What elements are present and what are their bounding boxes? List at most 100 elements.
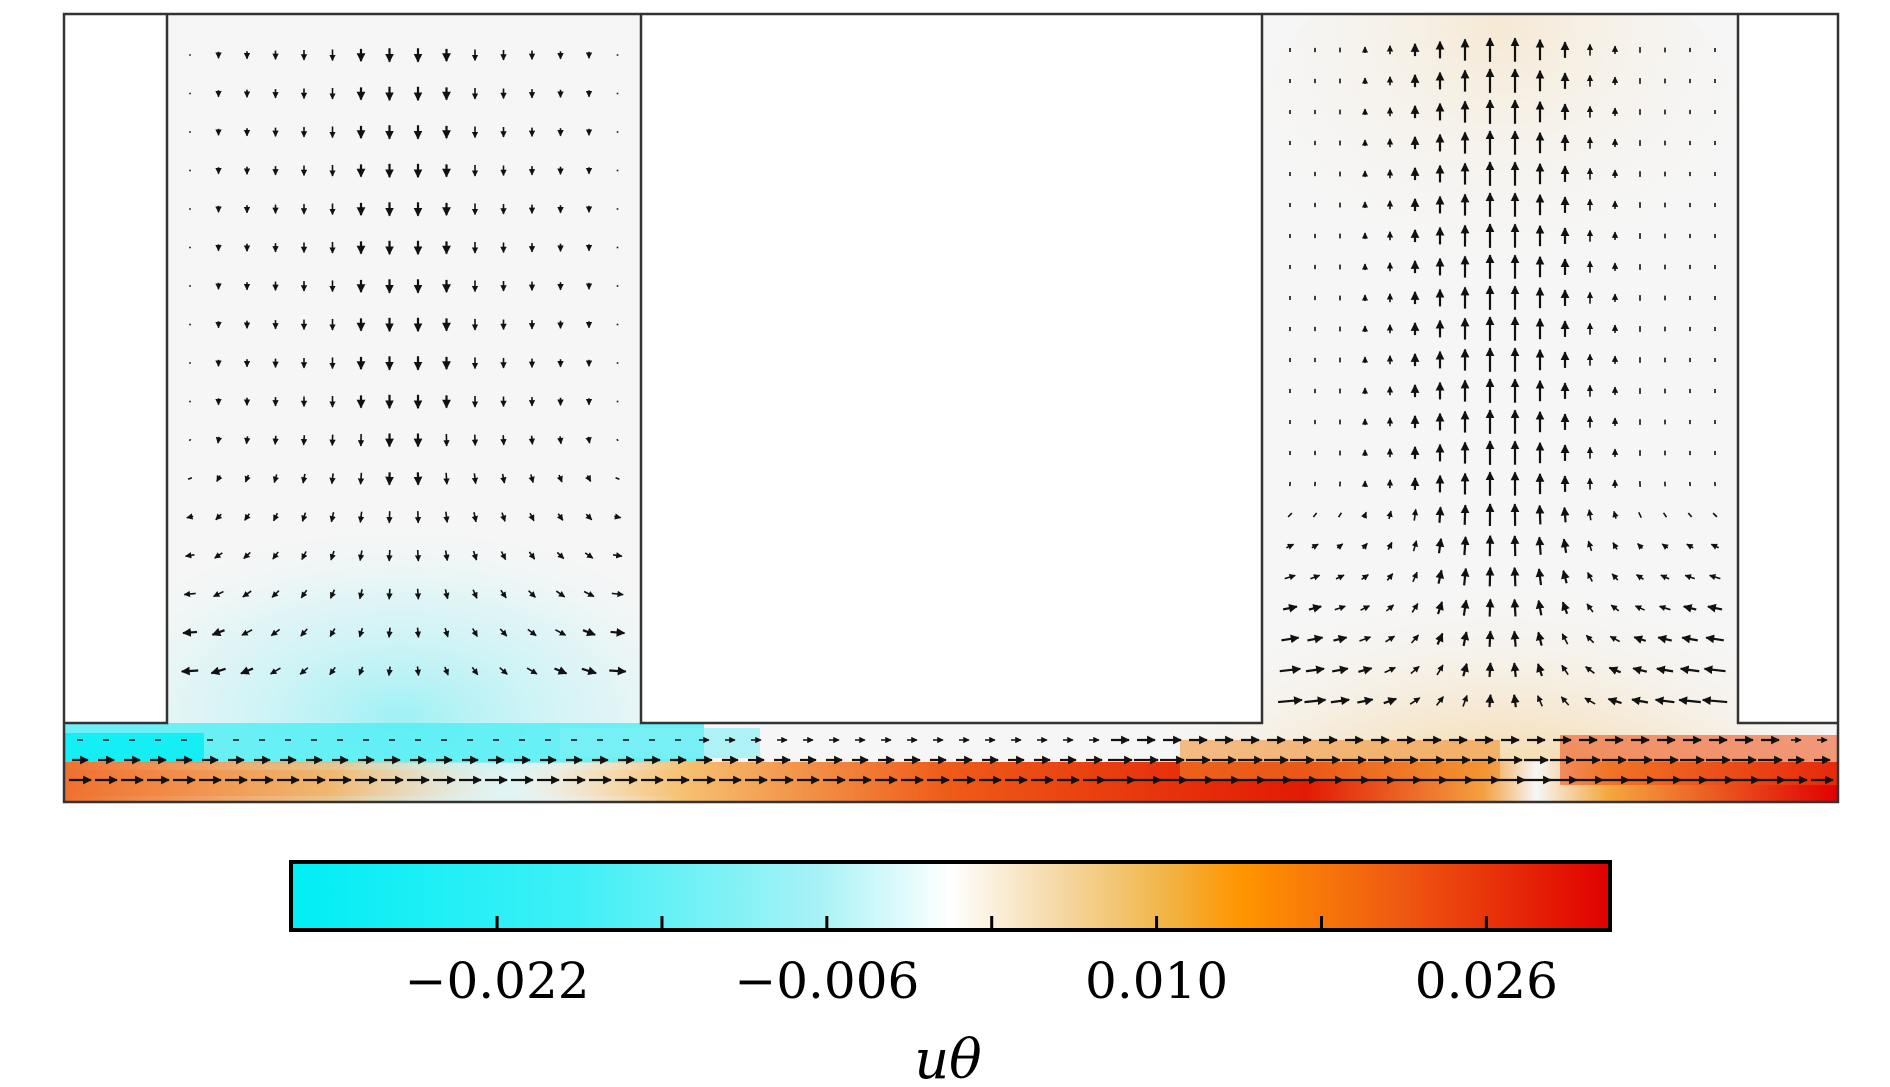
vector-arrow — [244, 436, 251, 445]
vector-arrow — [272, 474, 280, 484]
vector-arrow — [1337, 512, 1343, 518]
vector-arrow — [556, 513, 564, 521]
vector-arrow — [554, 666, 568, 675]
vector-arrow — [1435, 506, 1445, 523]
vector-arrow — [585, 436, 592, 444]
vector-arrow — [1510, 566, 1520, 587]
vector-arrow — [1705, 634, 1724, 644]
vector-arrow — [582, 627, 596, 637]
vector-arrow — [1333, 635, 1348, 644]
vector-arrow — [1485, 598, 1495, 617]
vector-arrow — [614, 513, 622, 520]
vector-arrow — [386, 549, 393, 562]
vector-arrow — [270, 667, 281, 675]
vector-arrow — [300, 628, 308, 637]
vector-arrow — [1460, 536, 1470, 556]
vector-arrow — [1385, 604, 1395, 612]
vector-arrow — [244, 513, 251, 521]
vector-arrow — [1585, 666, 1595, 674]
vector-arrow — [414, 588, 422, 600]
vector-arrow — [1312, 512, 1318, 518]
vector-arrow — [1510, 694, 1520, 708]
vector-arrow — [1410, 665, 1420, 675]
vector-arrow — [583, 590, 595, 598]
vector-arrow — [1485, 693, 1495, 708]
vector-arrow — [358, 589, 365, 600]
vector-arrow — [1586, 603, 1594, 613]
vector-arrow — [1485, 662, 1495, 678]
vector-arrow — [1385, 635, 1396, 643]
vector-arrow — [1535, 631, 1545, 646]
vector-arrow — [1310, 574, 1321, 581]
vector-arrow — [1535, 536, 1545, 555]
vector-arrow — [1435, 696, 1445, 706]
vector-arrow — [1336, 543, 1344, 550]
vector-arrow — [1510, 535, 1520, 557]
velocity-vector-field — [69, 37, 1834, 785]
vector-arrow — [1709, 573, 1721, 581]
vector-arrow — [528, 551, 536, 560]
vector-arrow — [1462, 694, 1469, 707]
vector-arrow — [528, 474, 535, 484]
vector-arrow — [301, 473, 308, 484]
vector-arrow — [1633, 635, 1647, 644]
vector-arrow — [271, 590, 280, 598]
vector-arrow — [1687, 512, 1693, 518]
vector-arrow — [500, 512, 507, 522]
vector-arrow — [270, 628, 281, 637]
vector-arrow — [1681, 634, 1698, 644]
vector-arrow — [1510, 662, 1520, 677]
vector-arrow — [358, 666, 365, 676]
vector-arrow — [1561, 601, 1570, 615]
vector-arrow — [581, 666, 597, 676]
vector-arrow — [1460, 504, 1470, 525]
vector-arrow — [1360, 605, 1371, 612]
vector-arrow — [1331, 665, 1349, 675]
vector-arrow — [329, 473, 336, 485]
vector-arrow — [1277, 696, 1303, 706]
vector-arrow — [1611, 573, 1619, 581]
vector-arrow — [329, 666, 336, 676]
vector-arrow — [182, 628, 198, 637]
vector-arrow — [443, 589, 450, 600]
vector-arrow — [242, 590, 252, 598]
vector-arrow — [1384, 666, 1396, 674]
vector-arrow — [1383, 697, 1398, 706]
vector-arrow — [443, 550, 450, 562]
vector-arrow — [1282, 603, 1298, 613]
vector-arrow — [1561, 664, 1569, 676]
vector-arrow — [186, 513, 194, 520]
vector-arrow — [471, 511, 478, 523]
vector-arrow — [1561, 633, 1569, 645]
vector-arrow — [1658, 604, 1671, 612]
vector-arrow — [1304, 696, 1327, 706]
vector-arrow — [1357, 696, 1374, 706]
vector-arrow — [188, 438, 192, 442]
vector-arrow — [1358, 666, 1373, 675]
vector-arrow — [471, 666, 479, 676]
vector-arrow — [1610, 604, 1620, 612]
vector-arrow — [528, 435, 536, 445]
vector-arrow — [299, 667, 309, 675]
vector-arrow — [1335, 574, 1345, 581]
colorbar-tick-labels: −0.022 −0.006 0.010 0.026 — [405, 952, 1558, 1010]
vector-arrow — [1654, 696, 1675, 706]
vector-arrow — [1586, 509, 1594, 521]
vector-arrow — [1560, 696, 1570, 706]
vector-arrow — [358, 627, 365, 638]
vector-arrow — [243, 551, 251, 560]
vector-arrow — [1608, 666, 1622, 675]
vector-arrow — [557, 436, 564, 445]
vector-arrow — [499, 628, 508, 637]
vector-arrow — [300, 589, 308, 599]
vector-arrow — [272, 512, 280, 522]
vector-arrow — [1656, 665, 1674, 675]
vector-arrow — [1435, 569, 1445, 584]
vector-arrow — [528, 590, 536, 598]
colorbar-ticks — [495, 916, 1488, 930]
vector-arrow — [528, 512, 535, 522]
vector-arrow — [301, 512, 308, 522]
vector-arrow — [1686, 543, 1694, 550]
vector-arrow — [443, 511, 450, 523]
